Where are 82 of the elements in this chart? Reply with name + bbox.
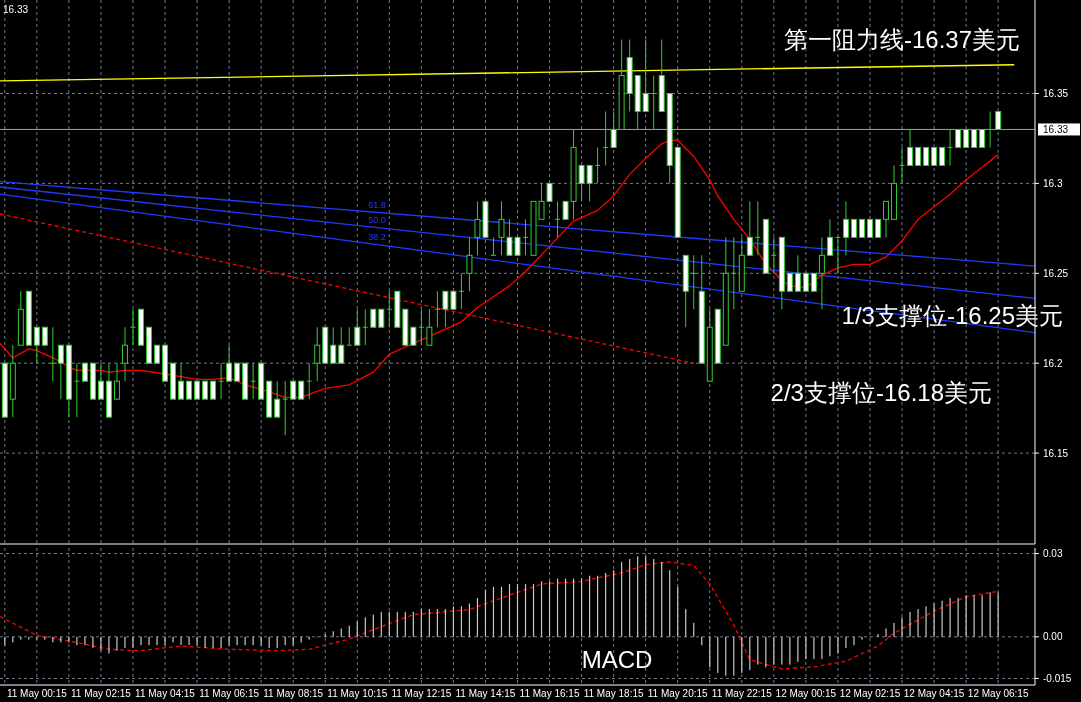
candlestick [178, 362, 185, 400]
candlestick [842, 200, 849, 256]
candlestick [490, 236, 497, 256]
y-tick-label: 0.03 [1043, 548, 1063, 560]
x-tick-label: 11 May 00:15 [6, 687, 68, 699]
candlestick [826, 218, 833, 256]
candlestick [362, 308, 369, 346]
candlestick [274, 380, 281, 418]
candlestick [113, 362, 120, 400]
candlestick [650, 75, 657, 130]
candlestick [907, 128, 914, 166]
candlestick [834, 236, 841, 274]
x-tick-label: 11 May 04:15 [135, 687, 196, 699]
candlestick [610, 110, 617, 148]
annotation: 2/3支撑位-16.18美元 [770, 379, 992, 407]
candlestick [818, 236, 825, 310]
candlestick [434, 290, 441, 328]
annotation: 16.33 [3, 3, 29, 15]
y-tick-label: 16.2 [1043, 357, 1063, 369]
x-tick-label: 11 May 14:15 [455, 687, 516, 699]
candlestick [746, 200, 753, 256]
candlestick [594, 146, 601, 184]
y-tick-label: 16.25 [1043, 267, 1069, 279]
candlestick [730, 236, 737, 310]
candlestick [522, 218, 529, 256]
annotation: 第一阻力线-16.37美元 [783, 26, 1020, 54]
x-tick-label: 11 May 22:15 [711, 687, 773, 699]
annotation: MACD [581, 646, 653, 674]
x-tick-label: 11 May 18:15 [583, 687, 644, 699]
candlestick [121, 326, 128, 382]
candlestick [794, 254, 801, 292]
candlestick [250, 362, 257, 400]
candlestick [49, 326, 56, 382]
candlestick [418, 308, 425, 346]
x-tick-label: 11 May 16:15 [519, 687, 580, 699]
candlestick [602, 110, 609, 166]
x-tick-label: 11 May 10:15 [327, 687, 388, 699]
series-label: 61.8 [368, 200, 386, 211]
candlestick [33, 326, 40, 364]
series-label: 38.2 [368, 231, 386, 242]
x-tick-label: 12 May 06:15 [967, 687, 1029, 699]
candlestick [226, 344, 233, 382]
candlestick [987, 110, 994, 148]
candlestick [306, 362, 313, 400]
candlestick [314, 326, 321, 382]
candlestick [426, 308, 433, 346]
x-tick-label: 12 May 04:15 [903, 687, 965, 699]
y-tick-label: 16.3 [1043, 177, 1063, 189]
candlestick [554, 200, 561, 238]
candlestick [458, 272, 465, 310]
x-tick-label: 11 May 06:15 [199, 687, 260, 699]
x-tick-label: 11 May 20:15 [647, 687, 709, 699]
candlestick [73, 362, 80, 418]
x-tick-label: 12 May 00:15 [775, 687, 837, 699]
candlestick [947, 128, 954, 166]
candlestick [282, 380, 289, 436]
candlestick [354, 308, 361, 346]
candlestick [754, 200, 761, 256]
candlestick [642, 39, 649, 112]
series-label: 50.0 [368, 215, 386, 226]
y-tick-label: 16.15 [1043, 447, 1069, 459]
y-tick-label: -0.015 [1043, 672, 1072, 684]
candlestick [130, 308, 136, 346]
y-tick-label: 16.35 [1043, 88, 1069, 99]
x-tick-label: 11 May 02:15 [71, 687, 132, 699]
x-tick-label: 11 May 08:15 [263, 687, 324, 699]
candlestick [883, 200, 889, 238]
candlestick [690, 254, 697, 310]
candlestick [386, 290, 393, 328]
candlestick [899, 146, 905, 184]
x-tick-label: 12 May 02:15 [839, 687, 901, 699]
candlestick [346, 326, 353, 346]
candlestick [770, 236, 777, 274]
candlestick [338, 326, 345, 364]
ref-line-label: 16.33 [1043, 123, 1069, 135]
x-tick-label: 11 May 12:15 [391, 687, 452, 699]
candlestick [218, 362, 225, 400]
y-tick-label: 0.00 [1043, 631, 1063, 643]
candlestick [330, 326, 337, 364]
candlestick [57, 344, 64, 400]
candlestick [466, 236, 473, 292]
candlestick [97, 362, 104, 400]
